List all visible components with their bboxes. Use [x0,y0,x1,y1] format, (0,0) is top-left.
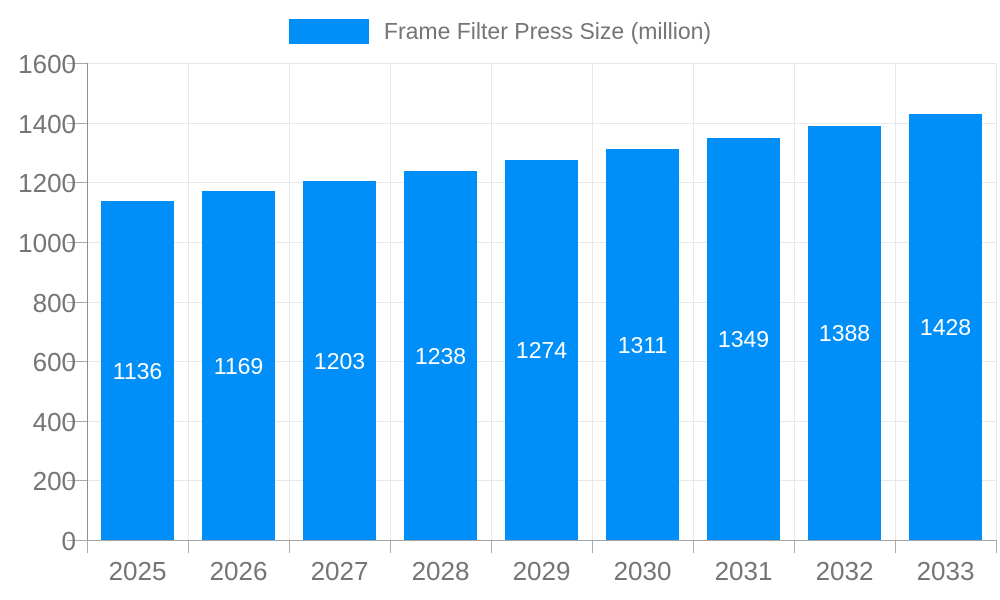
bar[interactable] [202,191,275,540]
v-gridline [895,63,896,540]
x-tick-mark [592,540,593,553]
y-tick-label: 200 [32,466,76,496]
y-tick-label: 1600 [18,49,76,79]
bar[interactable] [303,181,376,540]
v-gridline [289,63,290,540]
x-tick-label: 2025 [108,556,167,586]
x-axis-line [87,540,996,541]
bar-value-label: 1136 [112,358,163,384]
x-tick-mark [794,540,795,553]
legend[interactable]: Frame Filter Press Size (million) [0,17,1000,45]
y-tick-label: 1000 [18,228,76,258]
y-tick-label: 1200 [18,168,76,198]
bar-value-label: 1428 [919,314,972,340]
bar[interactable] [505,160,578,540]
x-tick-mark [87,540,88,553]
bar-value-label: 1388 [818,320,871,346]
bar-value-label: 1349 [717,326,770,352]
y-tick-mark [67,123,87,124]
bar-value-label: 1311 [617,332,668,358]
y-tick-label: 0 [61,526,76,556]
x-tick-label: 2033 [916,556,975,586]
x-tick-label: 2030 [613,556,672,586]
x-tick-label: 2032 [815,556,874,586]
bar-value-label: 1203 [313,348,366,374]
y-tick-mark [67,480,87,481]
v-gridline [693,63,694,540]
y-axis-line [87,63,88,540]
bar-value-label: 1169 [213,353,264,379]
x-tick-label: 2026 [209,556,268,586]
bar[interactable] [909,114,982,540]
v-gridline [491,63,492,540]
bar[interactable] [101,201,174,540]
x-tick-mark [996,540,997,553]
v-gridline [592,63,593,540]
x-tick-mark [693,540,694,553]
y-tick-label: 400 [32,407,76,437]
y-tick-mark [67,540,87,541]
bar-value-label: 1274 [515,337,568,363]
y-tick-mark [67,242,87,243]
v-gridline [794,63,795,540]
x-tick-mark [390,540,391,553]
x-tick-mark [188,540,189,553]
legend-label: Frame Filter Press Size (million) [383,17,712,44]
y-tick-mark [67,63,87,64]
y-tick-mark [67,421,87,422]
y-tick-label: 600 [32,347,76,377]
x-tick-label: 2031 [714,556,773,586]
bar[interactable] [808,126,881,540]
bar[interactable] [404,171,477,540]
x-tick-mark [895,540,896,553]
v-gridline [188,63,189,540]
legend-swatch [288,18,369,44]
x-tick-mark [491,540,492,553]
x-tick-label: 2028 [411,556,470,586]
bar-value-label: 1238 [414,343,467,369]
y-tick-mark [67,361,87,362]
bar[interactable] [606,149,679,540]
y-tick-mark [67,302,87,303]
h-gridline [87,123,996,124]
y-tick-mark [67,182,87,183]
v-gridline [996,63,997,540]
v-gridline [390,63,391,540]
x-tick-label: 2027 [310,556,369,586]
y-tick-label: 800 [32,288,76,318]
y-tick-label: 1400 [18,109,76,139]
x-tick-mark [289,540,290,553]
bar[interactable] [707,138,780,540]
h-gridline [87,63,996,64]
x-tick-label: 2029 [512,556,571,586]
